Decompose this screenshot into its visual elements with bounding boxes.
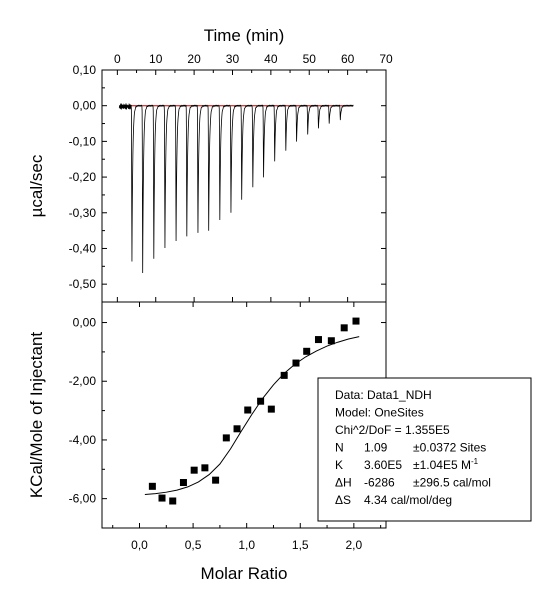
data-point <box>303 347 311 355</box>
binding-isotherm-panel: 0,0 0,5 1,0 1,5 2,0 0,00 -2,00 -4,00 -6,00 Molar … <box>27 301 387 583</box>
time-tick-label: 30 <box>226 52 240 66</box>
top-plot-frame <box>101 69 387 303</box>
fit-line-value: 3.60E5 <box>364 458 402 472</box>
raw-heat-trace <box>118 102 354 273</box>
fit-line-label: K <box>335 458 343 472</box>
data-point <box>222 434 230 442</box>
data-point <box>280 371 288 379</box>
fit-line-label: Chi^2/DoF = 1.355E5 <box>335 423 450 437</box>
data-point <box>257 397 265 405</box>
time-tick-label: 0 <box>114 52 121 66</box>
heat-rate-tick-label: -0,20 <box>69 170 97 184</box>
fit-line-label: ΔS <box>335 493 351 507</box>
enthalpy-tick-label: 0,00 <box>73 316 97 330</box>
fit-line-error: ±1.04E5 M-1 <box>413 457 479 472</box>
fit-line-superscript: -1 <box>471 457 479 466</box>
heat-rate-tick-label: -0,30 <box>69 206 97 220</box>
heat-rate-tick-label: -0,40 <box>69 241 97 255</box>
fit-line-error: ±0.0372 Sites <box>413 441 486 455</box>
data-point <box>233 425 241 433</box>
heat-rate-tick-label: 0,00 <box>73 99 97 113</box>
fit-line-label: Model: OneSites <box>335 406 424 420</box>
molar-ratio-tick-label: 0,5 <box>185 538 202 552</box>
time-tick-label: 60 <box>341 52 355 66</box>
heat-rate-axis-title: µcal/sec <box>27 154 46 217</box>
data-point <box>352 317 360 325</box>
enthalpy-tick-label: -6,00 <box>69 492 97 506</box>
data-point <box>327 337 335 345</box>
data-point <box>292 359 300 367</box>
heat-rate-tick-label: -0,50 <box>69 277 97 291</box>
heat-rate-tick-label: -0,10 <box>69 134 97 148</box>
molar-ratio-tick-label: 1,5 <box>292 538 309 552</box>
data-point <box>158 494 166 502</box>
data-point <box>179 479 187 487</box>
fit-line-value: 4.34 cal/mol/deg <box>364 493 452 507</box>
molar-ratio-axis-title: Molar Ratio <box>201 564 288 583</box>
data-point <box>201 464 209 472</box>
time-tick-label: 70 <box>379 52 393 66</box>
fit-line-error: ±296.5 cal/mol <box>413 476 491 490</box>
time-tick-label: 10 <box>149 52 163 66</box>
molar-ratio-tick-label: 0,0 <box>131 538 148 552</box>
fit-line-value: -6286 <box>364 476 395 490</box>
fit-line-label: Data: Data1_NDH <box>335 388 432 402</box>
molar-ratio-tick-label: 2,0 <box>346 538 363 552</box>
time-tick-label: 50 <box>303 52 317 66</box>
data-point <box>212 476 220 484</box>
fit-curve <box>144 336 360 496</box>
enthalpy-tick-label: -2,00 <box>69 374 97 388</box>
molar-ratio-tick-label: 1,0 <box>238 538 255 552</box>
data-point <box>314 336 322 344</box>
heat-rate-tick-label: 0,10 <box>73 63 97 77</box>
time-axis-title: Time (min) <box>204 26 285 45</box>
time-tick-label: 40 <box>264 52 278 66</box>
enthalpy-axis-title: KCal/Mole of Injectant <box>27 332 46 499</box>
time-tick-label: 20 <box>187 52 201 66</box>
fit-line-label: ΔH <box>335 476 352 490</box>
data-point <box>340 324 348 332</box>
data-point <box>169 497 177 505</box>
data-point <box>244 406 252 414</box>
data-point <box>190 466 198 474</box>
fit-line-label: N <box>335 441 344 455</box>
raw-heat-panel: 0 10 20 30 40 50 60 70 0,10 0,00 -0,10 -0,20 -0,30 -0… <box>27 26 393 303</box>
fit-parameters-box: Data: Data1_NDH Model: OneSites Chi^2/DoF … <box>317 377 532 522</box>
fit-line-value: 1.09 <box>364 441 388 455</box>
data-point <box>148 482 156 490</box>
enthalpy-tick-label: -4,00 <box>69 433 97 447</box>
fit-box-frame <box>317 377 532 522</box>
data-point <box>267 405 275 413</box>
